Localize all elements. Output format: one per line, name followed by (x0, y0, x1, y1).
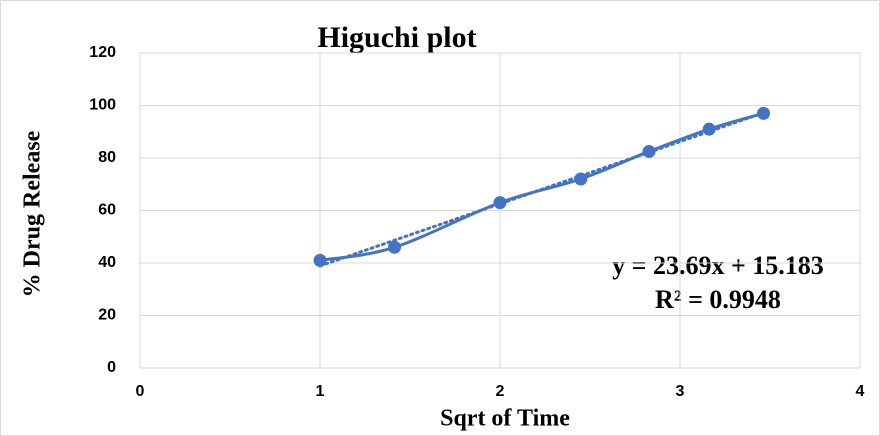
trendline-r-squared: R² = 0.9948 (655, 285, 781, 314)
data-point (702, 122, 716, 136)
x-tick-label: 3 (676, 383, 685, 400)
x-tick-label: 0 (136, 383, 145, 400)
x-tick-label: 1 (316, 383, 325, 400)
y-axis-label: % Drug Release (20, 130, 46, 297)
x-axis-label: Sqrt of Time (440, 406, 570, 432)
y-tick-label: 100 (89, 97, 116, 114)
data-point (313, 253, 327, 267)
data-point (493, 196, 507, 210)
data-point (642, 144, 656, 158)
data-point (757, 106, 771, 120)
data-point (574, 172, 588, 186)
y-tick-label: 120 (89, 44, 116, 61)
y-tick-label: 0 (107, 359, 116, 376)
y-tick-label: 40 (98, 254, 116, 271)
x-tick-label: 2 (496, 383, 505, 400)
y-tick-label: 20 (98, 307, 116, 324)
y-tick-label: 60 (98, 202, 116, 219)
y-tick-label: 80 (98, 149, 116, 166)
data-point (388, 240, 402, 254)
trendline-equation: y = 23.69x + 15.183 (612, 251, 824, 280)
x-tick-label: 4 (856, 383, 865, 400)
chart-title: Higuchi plot (317, 21, 476, 54)
